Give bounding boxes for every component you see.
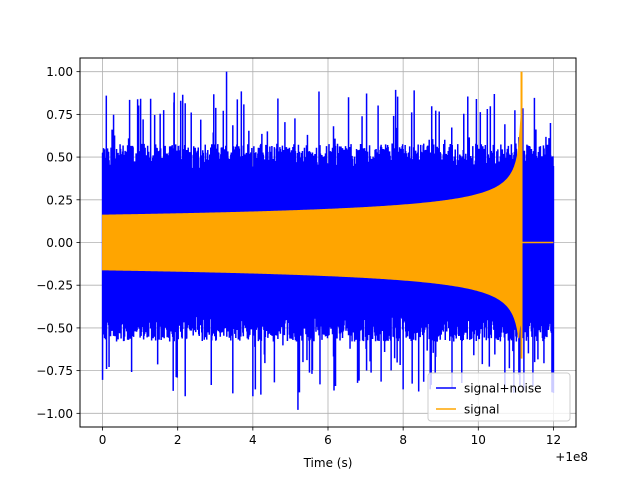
y-tick-label: 0.25 [46,193,73,207]
y-tick-label: 0.75 [46,108,73,122]
y-tick-label: 1.00 [46,65,73,79]
legend-label: signal+noise [464,382,541,396]
y-tick-label: 0.00 [46,236,73,250]
x-tick-label: 2 [174,433,182,447]
y-tick-label: −0.50 [36,321,73,335]
y-tick-label: −1.00 [36,407,73,421]
x-tick-label: 8 [399,433,407,447]
y-tick-label: −0.75 [36,364,73,378]
y-tick-label: −0.25 [36,279,73,293]
x-offset-label: +1e8 [555,450,588,464]
x-tick-label: 12 [546,433,561,447]
x-tick-label: 10 [471,433,486,447]
legend-label: signal [464,403,500,417]
x-axis-label: Time (s) [303,456,353,470]
y-tick-label: 0.50 [46,151,73,165]
series-layer [101,71,555,410]
legend-box [427,372,571,422]
x-tick-label: 4 [249,433,257,447]
legend: signal+noise signal [427,372,571,422]
ticks-layer: 0 2 4 6 8 10 12 −1.00 −0.75 −0.50 −0.25 0.00 0.25 0.5… [36,65,561,447]
x-tick-label: 6 [324,433,332,447]
x-tick-label: 0 [99,433,107,447]
